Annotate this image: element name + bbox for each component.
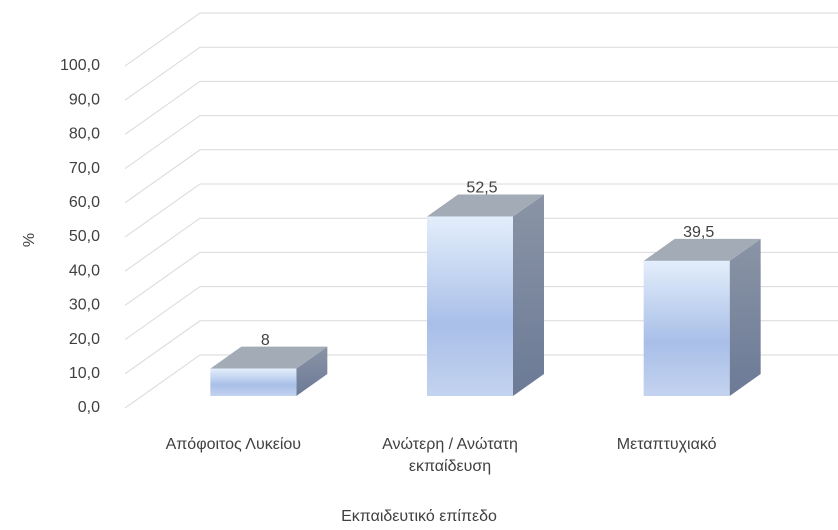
bar-top xyxy=(427,194,544,217)
y-tick-label: 70,0 xyxy=(69,160,100,177)
grid-line xyxy=(124,286,838,341)
grid-line xyxy=(124,354,838,409)
y-tick-label: 50,0 xyxy=(69,228,100,245)
y-tick-label: 80,0 xyxy=(69,126,100,143)
y-axis-label: % xyxy=(21,233,38,247)
y-tick-label: 0,0 xyxy=(78,399,100,416)
y-tick-label: 60,0 xyxy=(69,194,100,211)
grid-line xyxy=(124,251,838,306)
grid-line xyxy=(124,80,838,135)
y-tick-label: 40,0 xyxy=(69,262,100,279)
x-tick-label: Ανώτερη / Ανώτατη εκπαίδευση xyxy=(382,436,518,475)
bar-side xyxy=(729,238,761,396)
grid-line xyxy=(124,217,838,272)
grid-line xyxy=(124,320,838,375)
data-label: 8 xyxy=(261,332,270,349)
bar xyxy=(210,368,297,396)
bar-side xyxy=(296,346,328,396)
grid-line xyxy=(124,115,838,170)
data-label: 52,5 xyxy=(466,180,497,197)
y-tick-label: 100,0 xyxy=(60,57,100,74)
grid-line xyxy=(124,149,838,204)
y-tick-label: 20,0 xyxy=(69,331,100,348)
x-tick-label: Μεταπτυχιακό xyxy=(616,436,717,453)
x-tick-label: Απόφοιτος Λυκείου xyxy=(165,436,302,453)
bar xyxy=(427,216,513,396)
bar-side xyxy=(513,194,544,396)
y-tick-label: 90,0 xyxy=(69,91,100,108)
y-tick-label: 10,0 xyxy=(69,365,100,382)
y-tick-label: 30,0 xyxy=(69,297,100,314)
grid-line xyxy=(124,12,838,67)
bar-top xyxy=(643,238,761,261)
grid-line xyxy=(124,46,838,101)
bar xyxy=(643,260,730,396)
bar-top xyxy=(210,346,328,369)
grid-line xyxy=(124,183,838,238)
data-label: 39,5 xyxy=(683,224,714,241)
x-axis-label: Εκπαιδευτικό επίπεδο xyxy=(341,508,497,525)
